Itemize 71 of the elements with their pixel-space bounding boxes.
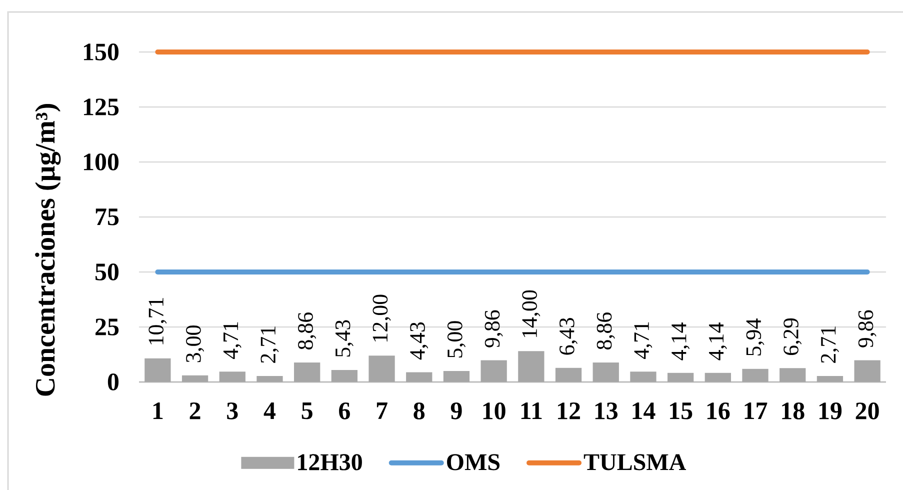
x-tick-label: 17 <box>744 402 768 420</box>
bar <box>704 372 731 382</box>
data-label: 3,00 <box>186 326 204 362</box>
bar <box>630 372 656 382</box>
bar <box>555 368 582 382</box>
x-tick-label: 5 <box>302 402 312 420</box>
bar <box>816 376 844 382</box>
data-label: 4,14 <box>672 322 690 360</box>
x-tick-label: 20 <box>856 402 879 420</box>
x-tick-label: 16 <box>707 402 730 420</box>
legend-label: OMS <box>447 454 500 470</box>
bar <box>294 362 320 382</box>
x-tick-label: 9 <box>450 402 462 420</box>
y-axis-title: Concentraciones (µg/m³) <box>35 104 61 396</box>
data-label: 6,43 <box>560 318 578 355</box>
y-tick-label: 150 <box>84 44 119 60</box>
bar <box>219 372 246 382</box>
data-label: 4,71 <box>634 322 652 359</box>
data-label: 9,86 <box>484 310 503 348</box>
data-label: 5,94 <box>746 318 764 356</box>
y-tick-label: 125 <box>84 98 119 116</box>
bar <box>780 368 806 382</box>
data-label: 5,00 <box>447 321 466 358</box>
bar <box>368 356 395 382</box>
data-label: 4,71 <box>223 322 242 359</box>
bar <box>256 376 283 382</box>
data-label: 6,29 <box>784 318 802 356</box>
bar <box>518 351 544 382</box>
x-tick-label: 8 <box>414 402 425 420</box>
bar <box>854 360 880 382</box>
y-tick-label: 0 <box>108 374 119 390</box>
x-tick-label: 14 <box>632 402 656 420</box>
bar <box>742 368 768 382</box>
y-tick-label: 25 <box>96 318 119 336</box>
x-tick-label: 2 <box>190 402 200 420</box>
bar <box>406 372 432 382</box>
bar <box>443 370 470 382</box>
data-label: 5,43 <box>335 320 354 357</box>
x-tick-label: 13 <box>595 402 618 420</box>
y-tick-label: 100 <box>84 154 119 170</box>
data-label: 9,86 <box>858 310 876 348</box>
bar <box>144 358 171 382</box>
x-tick-label: 1 <box>153 402 163 420</box>
legend-label: TULSMA <box>584 454 686 470</box>
data-label: 14,00 <box>522 290 540 338</box>
x-tick-label: 12 <box>558 402 580 420</box>
bar <box>182 375 208 382</box>
bar <box>480 360 507 382</box>
bar <box>592 362 619 382</box>
x-tick-label: 10 <box>483 402 506 420</box>
x-tick-label: 6 <box>339 402 350 420</box>
x-tick-label: 11 <box>521 402 542 420</box>
data-label: 10,71 <box>148 298 167 344</box>
data-label: 12,00 <box>372 294 391 342</box>
x-tick-label: 4 <box>264 402 276 419</box>
bar <box>668 372 694 382</box>
bar <box>331 370 358 382</box>
data-label: 2,71 <box>820 326 839 363</box>
data-label: 8,86 <box>596 312 615 350</box>
y-tick-label: 75 <box>96 208 119 226</box>
legend-label: 12H30 <box>298 454 362 470</box>
data-label: 8,86 <box>298 312 316 350</box>
x-tick-label: 7 <box>376 402 388 419</box>
x-tick-label: 3 <box>227 402 238 420</box>
data-label: 4,43 <box>410 322 428 360</box>
data-label: 4,14 <box>708 322 727 360</box>
data-label: 2,71 <box>260 326 279 363</box>
x-tick-label: 19 <box>819 402 842 420</box>
x-tick-label: 18 <box>782 402 804 420</box>
y-tick-label: 50 <box>95 264 119 280</box>
x-tick-label: 15 <box>670 402 692 420</box>
